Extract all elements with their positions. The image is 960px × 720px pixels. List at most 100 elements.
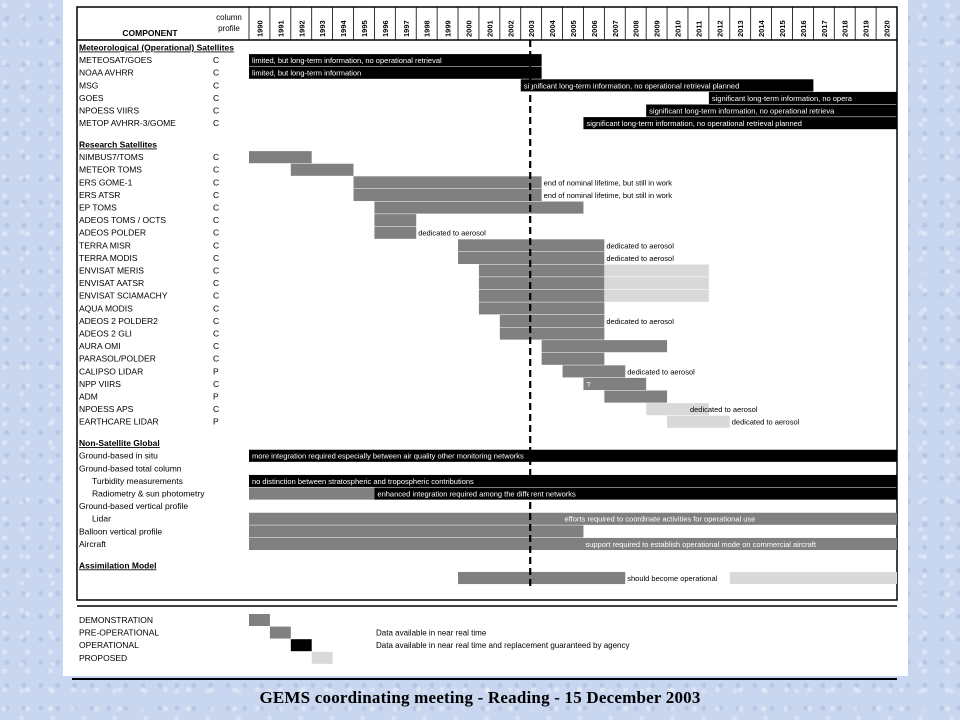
year-tick-label: 2013 [736, 20, 745, 37]
bar-annotation: will require continuous support [584, 527, 687, 536]
section-heading: Non-Satellite Global [79, 438, 160, 448]
row-label: MSG [79, 80, 98, 90]
timeline-bar [458, 251, 605, 265]
bar-annotation: should become operational [627, 574, 717, 583]
row-label: ENVISAT AATSR [79, 278, 144, 288]
bar-annotation: end of nominal lifetime, but still in wo… [544, 191, 673, 200]
row-label: EP TOMS [79, 203, 117, 213]
row-label: ERS GOME-1 [79, 177, 133, 187]
timeline-bar [646, 403, 709, 416]
timeline-bar [249, 151, 312, 164]
row-label: NPOESS VIIRS [79, 106, 139, 116]
timeline-bar [249, 54, 542, 67]
timeline-bar [604, 289, 709, 302]
bar-annotation: dedicated to aerosol [606, 241, 674, 250]
row-profile: C [213, 379, 219, 389]
row-label: TERRA MISR [79, 240, 131, 250]
legend-label: DEMONSTRATION [79, 615, 153, 625]
legend-swatch [249, 614, 270, 626]
timeline-bar [249, 66, 542, 79]
legend-swatch [311, 651, 333, 664]
timeline-bar [541, 340, 668, 353]
row-label: Aircraft [79, 539, 107, 549]
bar-annotation: dedicated to aerosol [627, 367, 695, 376]
header-component: COMPONENT [122, 28, 178, 38]
footer-caption: GEMS coordinating meeting - Reading - 15… [259, 688, 701, 707]
row-profile: C [213, 266, 219, 276]
timeline-bar [249, 525, 584, 538]
row-profile: C [213, 80, 219, 90]
row-profile: C [213, 341, 219, 351]
row-label: ADEOS TOMS / OCTS [79, 215, 166, 225]
bar-annotation: significant long-term information, no op… [712, 94, 853, 103]
row-label: NPP VIIRS [79, 379, 121, 389]
year-tick-label: 1994 [339, 19, 348, 37]
bar-annotation: significant long-term information, no op… [649, 107, 835, 116]
year-tick-label: 2002 [506, 20, 515, 37]
timeline-bar [458, 571, 626, 585]
row-profile: C [213, 303, 219, 313]
timeline-bar [249, 449, 897, 462]
bar-annotation: significant long-term information, no op… [524, 81, 740, 90]
row-profile: P [213, 417, 219, 427]
row-label: Radiometry & sun photometry [92, 489, 205, 499]
row-profile: P [213, 366, 219, 376]
row-label: ADEOS 2 GLI [79, 329, 132, 339]
row-label: AQUA MODIS [79, 303, 133, 313]
row-label: Ground-based vertical profile [79, 501, 188, 511]
row-profile: C [213, 190, 219, 200]
legend-swatch [269, 626, 291, 639]
timeline-bar [249, 537, 897, 551]
timeline-bar [729, 571, 897, 585]
legend-label: PROPOSED [79, 653, 127, 663]
timeline-bar [541, 352, 605, 365]
timeline-bar [499, 327, 605, 340]
year-tick-label: 2015 [778, 20, 787, 37]
timeline-bar [458, 239, 605, 252]
bar-annotation: limited, but long-term information [252, 69, 361, 78]
row-profile: C [213, 316, 219, 326]
timeline-bar [583, 117, 897, 130]
year-tick-label: 2010 [674, 20, 683, 37]
year-tick-label: 2018 [841, 20, 850, 37]
row-profile: C [213, 55, 219, 65]
timeline-bar [604, 277, 709, 290]
year-tick-label: 1998 [423, 20, 432, 37]
timeline-bar [499, 314, 605, 328]
legend-note: Data available in near real time [376, 629, 487, 638]
section-heading: Meteorological (Operational) Satellites [79, 43, 234, 53]
timeline-bar [478, 264, 605, 277]
year-tick-label: 2016 [799, 20, 808, 37]
year-tick-label: 2012 [715, 20, 724, 37]
row-profile: C [213, 118, 219, 128]
bar-annotation: limited, but long-term information, no o… [252, 56, 442, 65]
row-label: AURA OMI [79, 341, 121, 351]
year-tick-label: 1996 [381, 20, 390, 37]
year-tick-label: 2009 [653, 20, 662, 37]
row-label: METEOSAT/GOES [79, 55, 152, 65]
timeline-bar [353, 176, 542, 189]
timeline-bar [374, 201, 584, 214]
row-profile: P [213, 392, 219, 402]
timeline-bar [374, 487, 898, 500]
row-label: METEOR TOMS [79, 165, 142, 175]
bar-annotation: more integration required especially bet… [252, 452, 524, 461]
year-tick-label: 2011 [694, 21, 703, 37]
timeline-bar [646, 104, 897, 117]
timeline-bar [249, 512, 897, 525]
timeline-bar [374, 226, 417, 239]
bar-annotation: no distinction between stratospheric and… [252, 477, 474, 486]
row-profile: C [213, 215, 219, 225]
timeline-bar [249, 487, 375, 500]
year-tick-label: 2017 [820, 20, 829, 37]
legend-note: Data available in near real time and rep… [376, 641, 630, 650]
bar-annotation: dedicated to aerosol [732, 418, 800, 427]
row-label: Ground-based in situ [79, 451, 158, 461]
row-profile: C [213, 228, 219, 238]
row-label: NIMBUS7/TOMS [79, 152, 144, 162]
timeline-bar [353, 188, 542, 202]
row-profile: C [213, 278, 219, 288]
year-tick-label: 2014 [757, 19, 766, 37]
year-tick-label: 2020 [883, 20, 892, 37]
